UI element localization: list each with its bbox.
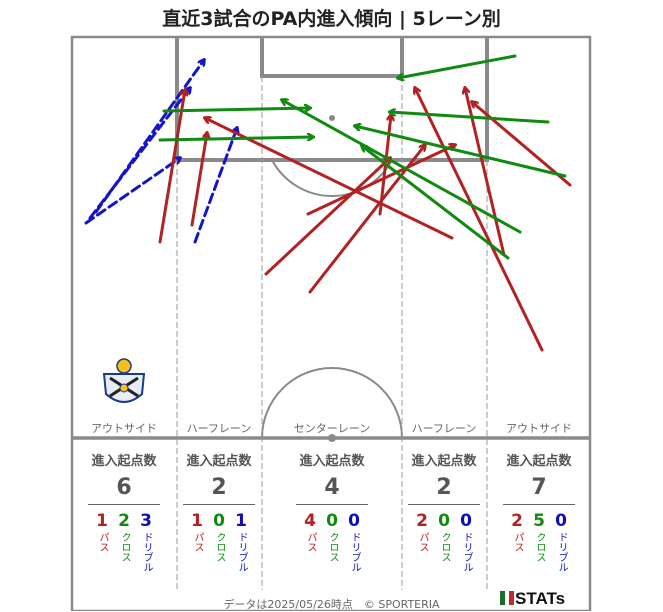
pass-arrow (205, 118, 454, 240)
pass-count: 4 (304, 511, 316, 531)
chart-title: 直近3試合のPA内進入傾向 | 5レーン別 (162, 8, 501, 30)
pass-arrow (190, 133, 207, 227)
cross-count: 5 (533, 511, 545, 531)
dribble-count: 3 (140, 511, 152, 531)
pass-label: パス (417, 532, 428, 552)
divider (408, 504, 480, 505)
dribble-count: 1 (235, 511, 247, 531)
start-count-total: 2 (436, 475, 452, 500)
divider (88, 504, 160, 505)
dribble-arrow (193, 128, 237, 244)
start-count-total: 4 (324, 475, 340, 500)
club-emblem (102, 358, 146, 403)
pass-count: 2 (511, 511, 523, 531)
cross-label: クロス (119, 532, 130, 562)
cross-arrow (390, 112, 550, 124)
cross-label: クロス (214, 532, 225, 562)
cross-count: 0 (326, 511, 338, 531)
start-count-header: 進入起点数 (299, 454, 365, 469)
cross-label: クロス (534, 532, 545, 562)
dribble-label: ドリブル (236, 532, 247, 572)
pass-count: 1 (191, 511, 203, 531)
cross-arrow (362, 146, 510, 260)
pass-arrow (415, 88, 544, 352)
cross-arrow (158, 137, 313, 142)
start-count-header: 進入起点数 (186, 454, 252, 469)
start-count-header: 進入起点数 (91, 454, 157, 469)
dribble-count: 0 (460, 511, 472, 531)
pass-count: 1 (96, 511, 108, 531)
lane-name: ハーフレーン (412, 422, 477, 435)
start-count-header: 進入起点数 (506, 454, 572, 469)
stats-logo: STATs (500, 589, 565, 609)
lane-stats-outside-right: 進入起点数 7 2 パス 5 クロス 0 ドリブル (492, 450, 586, 572)
pass-label: パス (192, 532, 203, 552)
dribble-label: ドリブル (461, 532, 472, 572)
dribble-label: ドリブル (556, 532, 567, 572)
start-count-total: 2 (211, 475, 227, 500)
lane-stats-halfspace-right: 進入起点数 2 2 パス 0 クロス 0 ドリブル (402, 450, 486, 572)
pitch-outline (70, 35, 592, 611)
divider (183, 504, 255, 505)
pass-arrow (472, 102, 572, 187)
pass-label: パス (97, 532, 108, 552)
pass-arrow (158, 90, 185, 244)
lane-name: ハーフレーン (187, 422, 252, 435)
footer-note: データは2025/05/26時点 © SPORTERIA (223, 598, 440, 611)
dribble-arrow (84, 158, 180, 225)
pass-count: 2 (416, 511, 428, 531)
cross-count: 0 (213, 511, 225, 531)
cross-arrow (398, 54, 517, 78)
lane-name: センターレーン (294, 422, 370, 435)
lane-name: アウトサイド (506, 422, 572, 435)
brand-text: STATs (515, 589, 566, 608)
dribble-count: 0 (555, 511, 567, 531)
lane-name: アウトサイド (91, 422, 157, 435)
start-count-header: 進入起点数 (411, 454, 477, 469)
penalty-spot (329, 115, 335, 121)
pass-arrow (306, 145, 455, 216)
divider (503, 504, 575, 505)
cross-arrow (355, 126, 567, 178)
dribble-arrow (94, 60, 204, 214)
pass-arrow (264, 158, 390, 276)
penalty-arc (271, 159, 393, 197)
start-count-total: 6 (116, 475, 132, 500)
pass-label: パス (305, 532, 316, 552)
center-circle (261, 367, 403, 439)
dribble-count: 0 (348, 511, 360, 531)
dribble-label: ドリブル (349, 532, 360, 572)
divider (296, 504, 368, 505)
cross-label: クロス (327, 532, 338, 562)
arrow-layer (84, 54, 572, 352)
lane-stats-halfspace-left: 進入起点数 2 1 パス 0 クロス 1 ドリブル (177, 450, 261, 572)
goal-area (260, 37, 404, 78)
cross-label: クロス (439, 532, 450, 562)
start-count-total: 7 (531, 475, 547, 500)
cross-count: 0 (438, 511, 450, 531)
center-spot (328, 434, 336, 442)
dribble-label: ドリブル (141, 532, 152, 572)
lane-stats-outside-left: 進入起点数 6 1 パス 2 クロス 3 ドリブル (77, 450, 171, 572)
cross-arrow (162, 108, 310, 113)
lane-stats-center: 進入起点数 4 4 パス 0 クロス 0 ドリブル (272, 450, 392, 572)
pass-label: パス (512, 532, 523, 552)
cross-arrow (282, 100, 522, 234)
cross-count: 2 (118, 511, 130, 531)
